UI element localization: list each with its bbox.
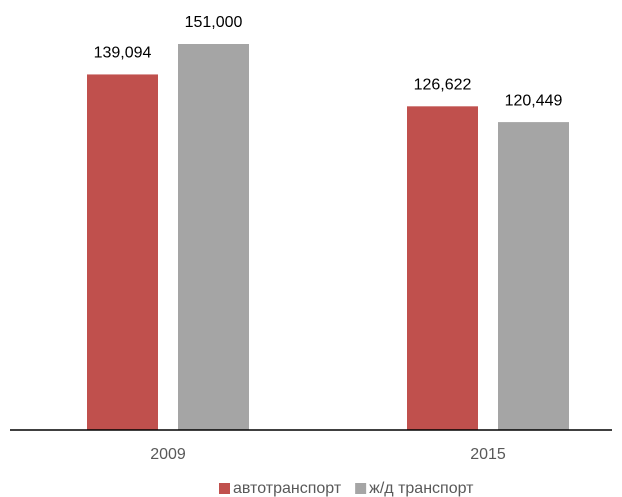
legend-label: ж/д транспорт — [369, 480, 474, 497]
legend-swatch — [219, 483, 230, 494]
bar — [87, 74, 158, 430]
bar — [178, 44, 249, 430]
x-tick-label: 2009 — [150, 446, 186, 463]
legend-label: автотранспорт — [233, 480, 342, 497]
bar — [407, 106, 478, 430]
bar — [498, 122, 569, 431]
data-label: 126,622 — [414, 77, 472, 94]
data-label: 151,000 — [185, 14, 243, 31]
x-tick-label: 2015 — [470, 446, 506, 463]
legend-swatch — [355, 483, 367, 494]
data-label: 139,094 — [94, 45, 152, 62]
data-label: 120,449 — [505, 92, 563, 109]
